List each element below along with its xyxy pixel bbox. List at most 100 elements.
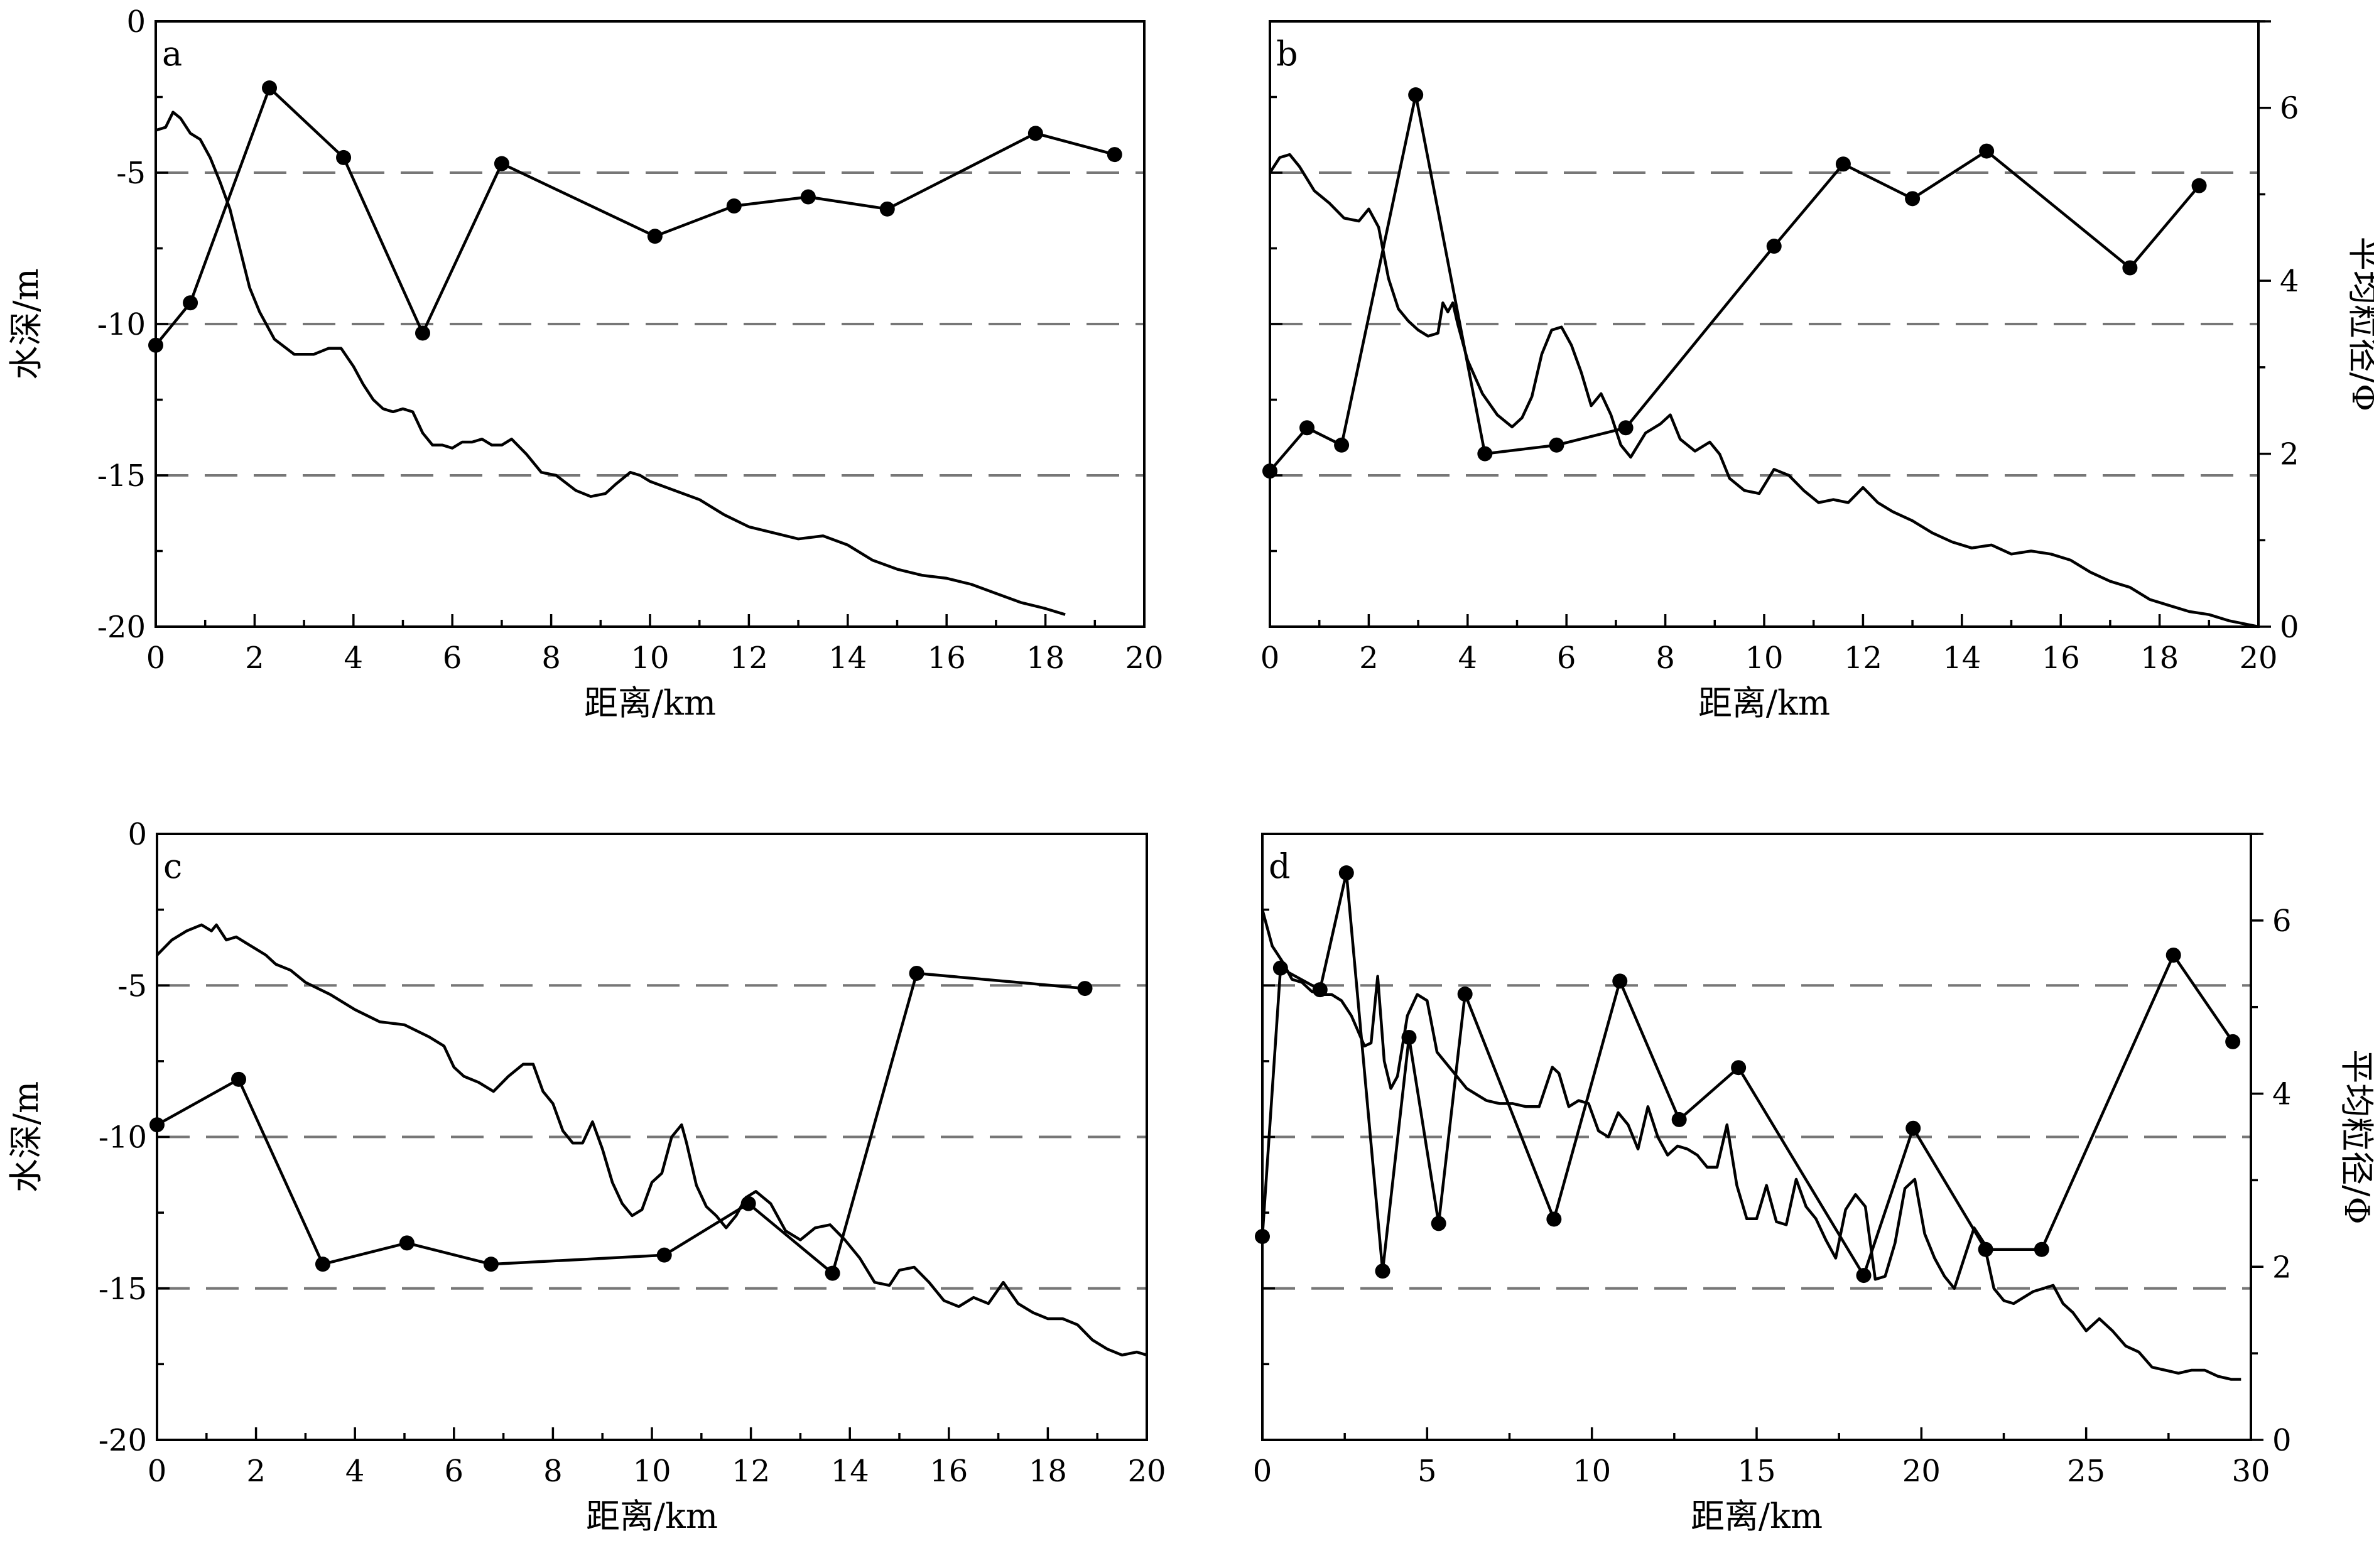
panel-letter: b (1276, 34, 1298, 73)
grain-size-point (656, 1247, 672, 1263)
depth-profile-line (1269, 153, 2259, 629)
grain-size-line (1260, 871, 2234, 1277)
x-tick-label: 20 (1902, 1454, 1941, 1489)
y-tick-label: -15 (99, 1272, 147, 1307)
grain-size-point (1612, 973, 1628, 989)
x-tick-label: 10 (631, 641, 669, 676)
x-tick-label: 2 (245, 641, 264, 676)
depth-profile-line (155, 111, 1066, 616)
grain-size-point (262, 80, 278, 96)
grain-size-point (726, 198, 742, 214)
x-tick-label: 16 (928, 641, 966, 676)
x-tick-label: 8 (541, 641, 561, 676)
grain-size-point (1979, 143, 1995, 159)
grain-size-line (1269, 93, 2201, 472)
x-tick-label: 18 (2140, 641, 2179, 676)
y2-tick-label: 4 (2272, 1077, 2292, 1112)
x-tick-label: 0 (146, 641, 166, 676)
grain-size-point (879, 201, 895, 217)
x-tick-label: 8 (543, 1454, 563, 1489)
y2-tick-label: 4 (2280, 264, 2299, 299)
x-tick-label: 16 (2042, 641, 2080, 676)
x-tick-label: 14 (828, 641, 867, 676)
y-tick-label: 0 (126, 4, 146, 40)
y2-tick-label: 2 (2280, 437, 2299, 472)
grain-size-point (483, 1257, 499, 1272)
x-tick-label: 5 (1417, 1454, 1437, 1489)
grain-size-point (2122, 260, 2138, 276)
x-tick-label: 2 (1359, 641, 1379, 676)
grain-size-point (399, 1235, 415, 1251)
y2-axis-label: 平均粒径/Φ (2337, 1049, 2374, 1224)
grain-size-point (1338, 865, 1354, 881)
y-axis-label: 水深/m (6, 268, 46, 379)
grain-size-point (1375, 1263, 1390, 1279)
grain-size-point (1856, 1268, 1872, 1284)
grain-size-point (2191, 178, 2207, 193)
y2-tick-label: 0 (2280, 610, 2299, 645)
grain-size-point (740, 1196, 756, 1211)
panel-letter: a (162, 34, 182, 73)
x-axis-label: 距离/km (584, 683, 716, 723)
x-tick-label: 18 (1029, 1454, 1067, 1489)
grain-size-line (156, 971, 1085, 1275)
x-tick-label: 2 (246, 1454, 266, 1489)
grain-size-point (1312, 982, 1328, 998)
x-tick-label: 16 (930, 1454, 968, 1489)
grain-size-point (1077, 981, 1093, 997)
x-tick-label: 0 (1260, 641, 1280, 676)
x-axis-label: 距离/km (1691, 1496, 1823, 1536)
panel-letter: d (1269, 846, 1291, 886)
x-tick-label: 6 (1557, 641, 1576, 676)
grain-size-point (2165, 948, 2181, 963)
y2-tick-label: 0 (2272, 1423, 2292, 1458)
depth-profile-line (1260, 909, 2241, 1381)
x-axis-label: 距离/km (1698, 683, 1830, 723)
panel-letter: c (163, 846, 182, 886)
grain-size-point (1731, 1060, 1747, 1076)
x-tick-label: 4 (1458, 641, 1478, 676)
x-tick-label: 12 (730, 641, 768, 676)
x-tick-label: 14 (1943, 641, 1981, 676)
grain-size-point (2034, 1241, 2049, 1257)
grain-size-point (336, 149, 352, 165)
grain-size-point (1835, 156, 1851, 172)
grain-size-point (1107, 147, 1122, 163)
panel-a: 0 2 4 6 8 10 12 14 16 18 20 -20 -15 -10 -5 0 水深/m 距离/km a (6, 4, 1164, 723)
y-tick-label: -10 (99, 1120, 147, 1155)
y2-tick-label: 6 (2272, 904, 2292, 939)
grain-size-point (1671, 1111, 1687, 1127)
grain-size-point (825, 1265, 840, 1281)
x-tick-label: 20 (2239, 641, 2277, 676)
grain-size-point (1546, 1211, 1562, 1227)
grain-size-point (1618, 420, 1634, 436)
x-tick-label: 6 (443, 641, 462, 676)
x-tick-label: 15 (1737, 1454, 1775, 1489)
y2-axis-label: 平均粒径/Φ (2344, 237, 2374, 411)
grain-size-point (1272, 960, 1288, 976)
x-tick-label: 25 (2067, 1454, 2105, 1489)
grain-size-point (1299, 420, 1315, 436)
grain-size-point (1905, 1120, 1921, 1136)
grain-size-point (1408, 87, 1424, 103)
x-tick-label: 20 (1127, 1454, 1166, 1489)
grain-size-point (183, 295, 198, 311)
y2-tick-label: 2 (2272, 1250, 2292, 1285)
grain-size-point (415, 325, 430, 341)
x-tick-label: 20 (1125, 641, 1163, 676)
grain-size-point (2225, 1034, 2241, 1049)
y2-tick-label: 6 (2280, 91, 2299, 126)
grain-size-point (1334, 437, 1350, 453)
x-tick-label: 10 (632, 1454, 671, 1489)
x-tick-label: 14 (831, 1454, 869, 1489)
x-tick-label: 18 (1026, 641, 1065, 676)
grain-size-point (1978, 1241, 1993, 1257)
grain-size-point (909, 965, 924, 981)
depth-profile-line (156, 923, 1147, 1357)
y-tick-label: -10 (97, 307, 146, 342)
y-tick-label: 0 (127, 817, 147, 852)
grain-size-point (494, 156, 509, 171)
